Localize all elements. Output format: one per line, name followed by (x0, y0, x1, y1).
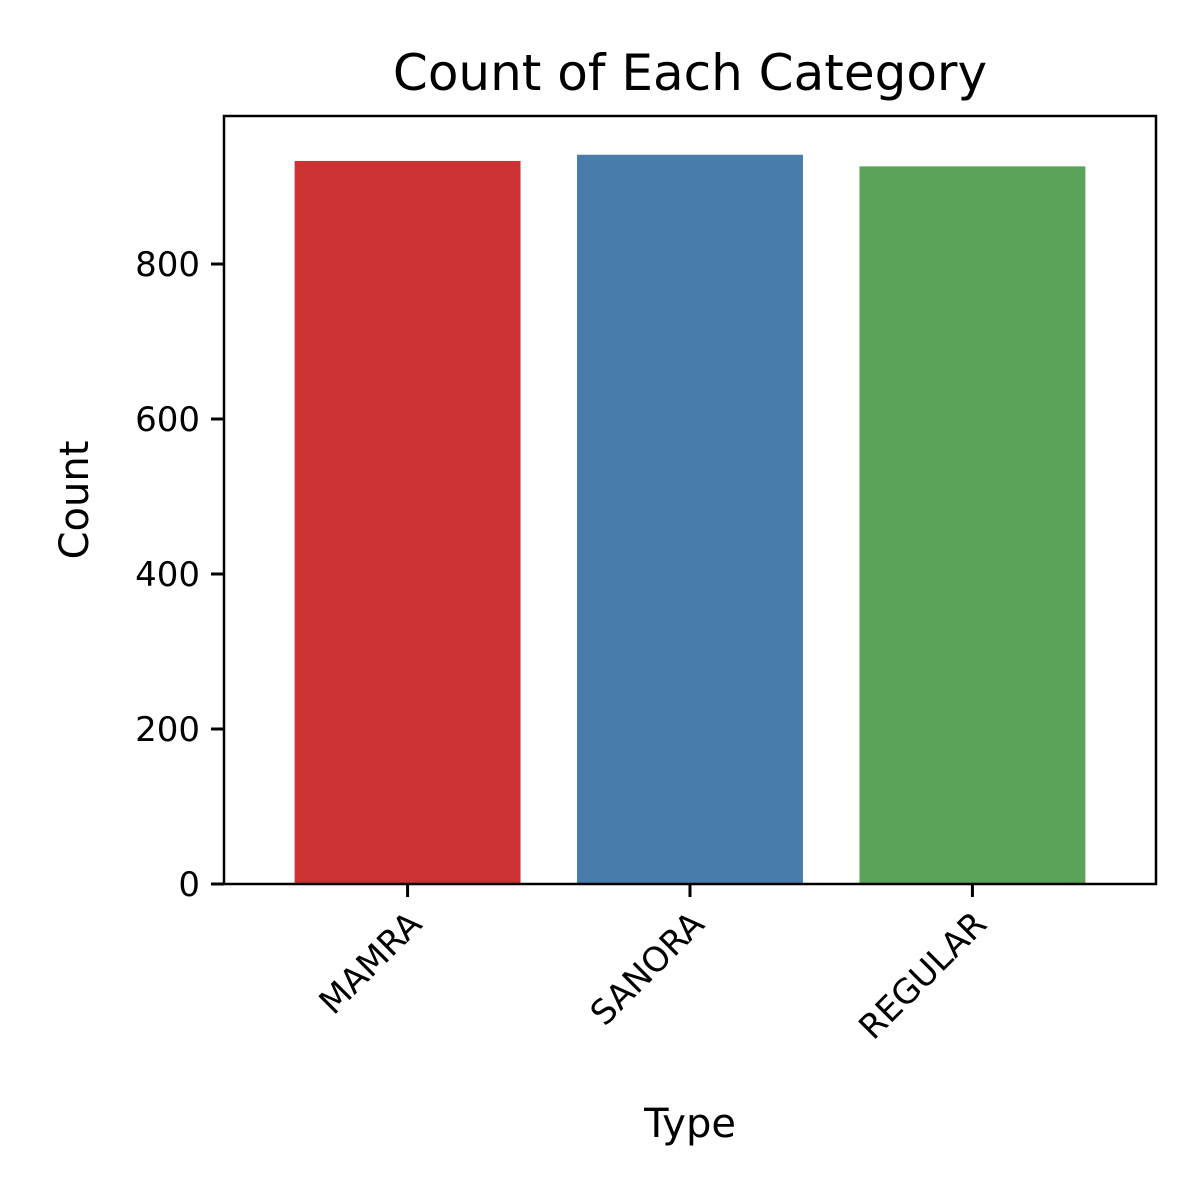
y-tick-label-200: 200 (135, 710, 200, 750)
bar-sanora (577, 154, 803, 885)
chart-title: Count of Each Category (393, 44, 987, 102)
y-tick-label-800: 800 (135, 245, 200, 285)
bar-regular (859, 166, 1086, 885)
y-axis-ticks: 0 200 400 600 800 (135, 245, 224, 905)
bar-mamra (294, 160, 521, 884)
y-tick-label-400: 400 (135, 555, 200, 595)
bars-group (294, 154, 1086, 885)
y-axis-label: Count (52, 441, 98, 560)
plot-area-frame (222, 114, 1158, 886)
x-axis-label: Type (643, 1101, 736, 1147)
y-tick-label-0: 0 (178, 865, 200, 905)
y-tick-label-600: 600 (135, 400, 200, 440)
